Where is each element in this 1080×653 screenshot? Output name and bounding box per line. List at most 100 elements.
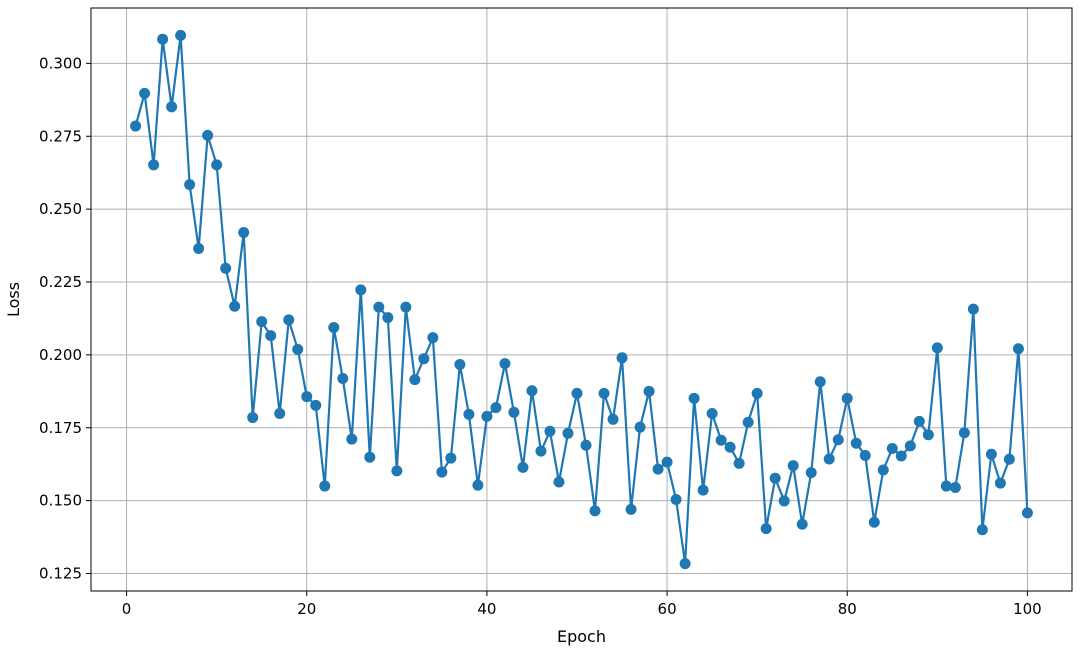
data-point (238, 226, 250, 238)
data-point (229, 300, 241, 312)
x-tick-label: 0 (122, 600, 132, 618)
x-axis-label: Epoch (557, 627, 606, 646)
data-point (274, 407, 286, 419)
x-tick-label: 40 (477, 600, 496, 618)
axes-frame (90, 7, 1073, 592)
data-point (157, 33, 169, 45)
data-point (148, 159, 160, 171)
y-tick-label: 0.200 (39, 346, 82, 364)
data-point (868, 516, 880, 528)
data-point (400, 301, 412, 313)
data-point (940, 480, 952, 492)
y-axis-label: Loss (4, 282, 23, 317)
data-point (373, 301, 385, 313)
data-point (958, 427, 970, 439)
data-point (670, 493, 682, 505)
data-point (931, 342, 943, 354)
data-point (697, 484, 709, 496)
data-point (742, 416, 754, 428)
data-point (463, 408, 475, 420)
data-point (454, 359, 466, 371)
y-tick-label: 0.150 (39, 492, 82, 510)
y-tick-label: 0.275 (39, 127, 82, 145)
data-point (832, 434, 844, 446)
data-point (751, 387, 763, 399)
data-point (994, 477, 1006, 489)
data-point (436, 466, 448, 478)
data-point (184, 179, 196, 191)
data-point (733, 457, 745, 469)
data-point (643, 385, 655, 397)
x-tick-label: 20 (297, 600, 316, 618)
data-point (679, 558, 691, 570)
data-point (904, 440, 916, 452)
data-point (760, 523, 772, 535)
data-point (976, 524, 988, 536)
data-point (535, 445, 547, 457)
data-point (175, 29, 187, 41)
data-point (418, 353, 430, 365)
data-point (895, 450, 907, 462)
data-point (1003, 453, 1015, 465)
data-point (715, 434, 727, 446)
data-point (472, 479, 484, 491)
data-point (319, 480, 331, 492)
data-point (301, 391, 313, 403)
data-point (796, 518, 808, 530)
data-point (202, 129, 214, 141)
x-tick-label: 80 (838, 600, 857, 618)
data-point (841, 392, 853, 404)
data-point (787, 460, 799, 472)
data-point (859, 449, 871, 461)
data-point (265, 330, 277, 342)
data-point (571, 387, 583, 399)
data-point (949, 482, 961, 494)
data-point (427, 332, 439, 344)
data-point (562, 427, 574, 439)
data-point (913, 415, 925, 427)
data-point (886, 442, 898, 454)
data-point (805, 467, 817, 479)
data-point (139, 87, 151, 99)
data-point (220, 262, 232, 274)
data-point (310, 399, 322, 411)
data-point (481, 410, 493, 422)
data-point (211, 159, 223, 171)
y-tick-label: 0.250 (39, 200, 82, 218)
y-axis-ticks: 0.125 0.150 0.175 0.200 0.225 0.250 0.275 0.300 (39, 54, 91, 583)
data-point (652, 463, 664, 475)
data-point (337, 372, 349, 384)
data-point (445, 452, 457, 464)
y-tick-label: 0.175 (39, 419, 82, 437)
data-point (607, 413, 619, 425)
data-point (283, 314, 295, 326)
data-point (850, 437, 862, 449)
data-point (256, 316, 268, 328)
data-point (1021, 507, 1033, 519)
data-point (661, 456, 673, 468)
data-point (490, 402, 502, 414)
data-point (130, 120, 142, 132)
x-axis-ticks: 0 20 40 60 80 100 (122, 591, 1042, 618)
data-point (355, 284, 367, 296)
y-tick-label: 0.225 (39, 273, 82, 291)
data-point (499, 358, 511, 370)
data-point (328, 321, 340, 333)
data-point (166, 101, 178, 113)
data-point (382, 312, 394, 324)
series-line (134, 34, 1029, 565)
data-point (517, 461, 529, 473)
data-point (292, 343, 304, 355)
y-tick-label: 0.125 (39, 565, 82, 583)
data-point (634, 421, 646, 433)
data-point (967, 303, 979, 315)
data-point (769, 472, 781, 484)
data-point (508, 406, 520, 418)
data-point (391, 465, 403, 477)
data-point (598, 387, 610, 399)
data-point (814, 376, 826, 388)
series-group (130, 29, 1033, 570)
data-point (346, 433, 358, 445)
data-point (193, 242, 205, 254)
